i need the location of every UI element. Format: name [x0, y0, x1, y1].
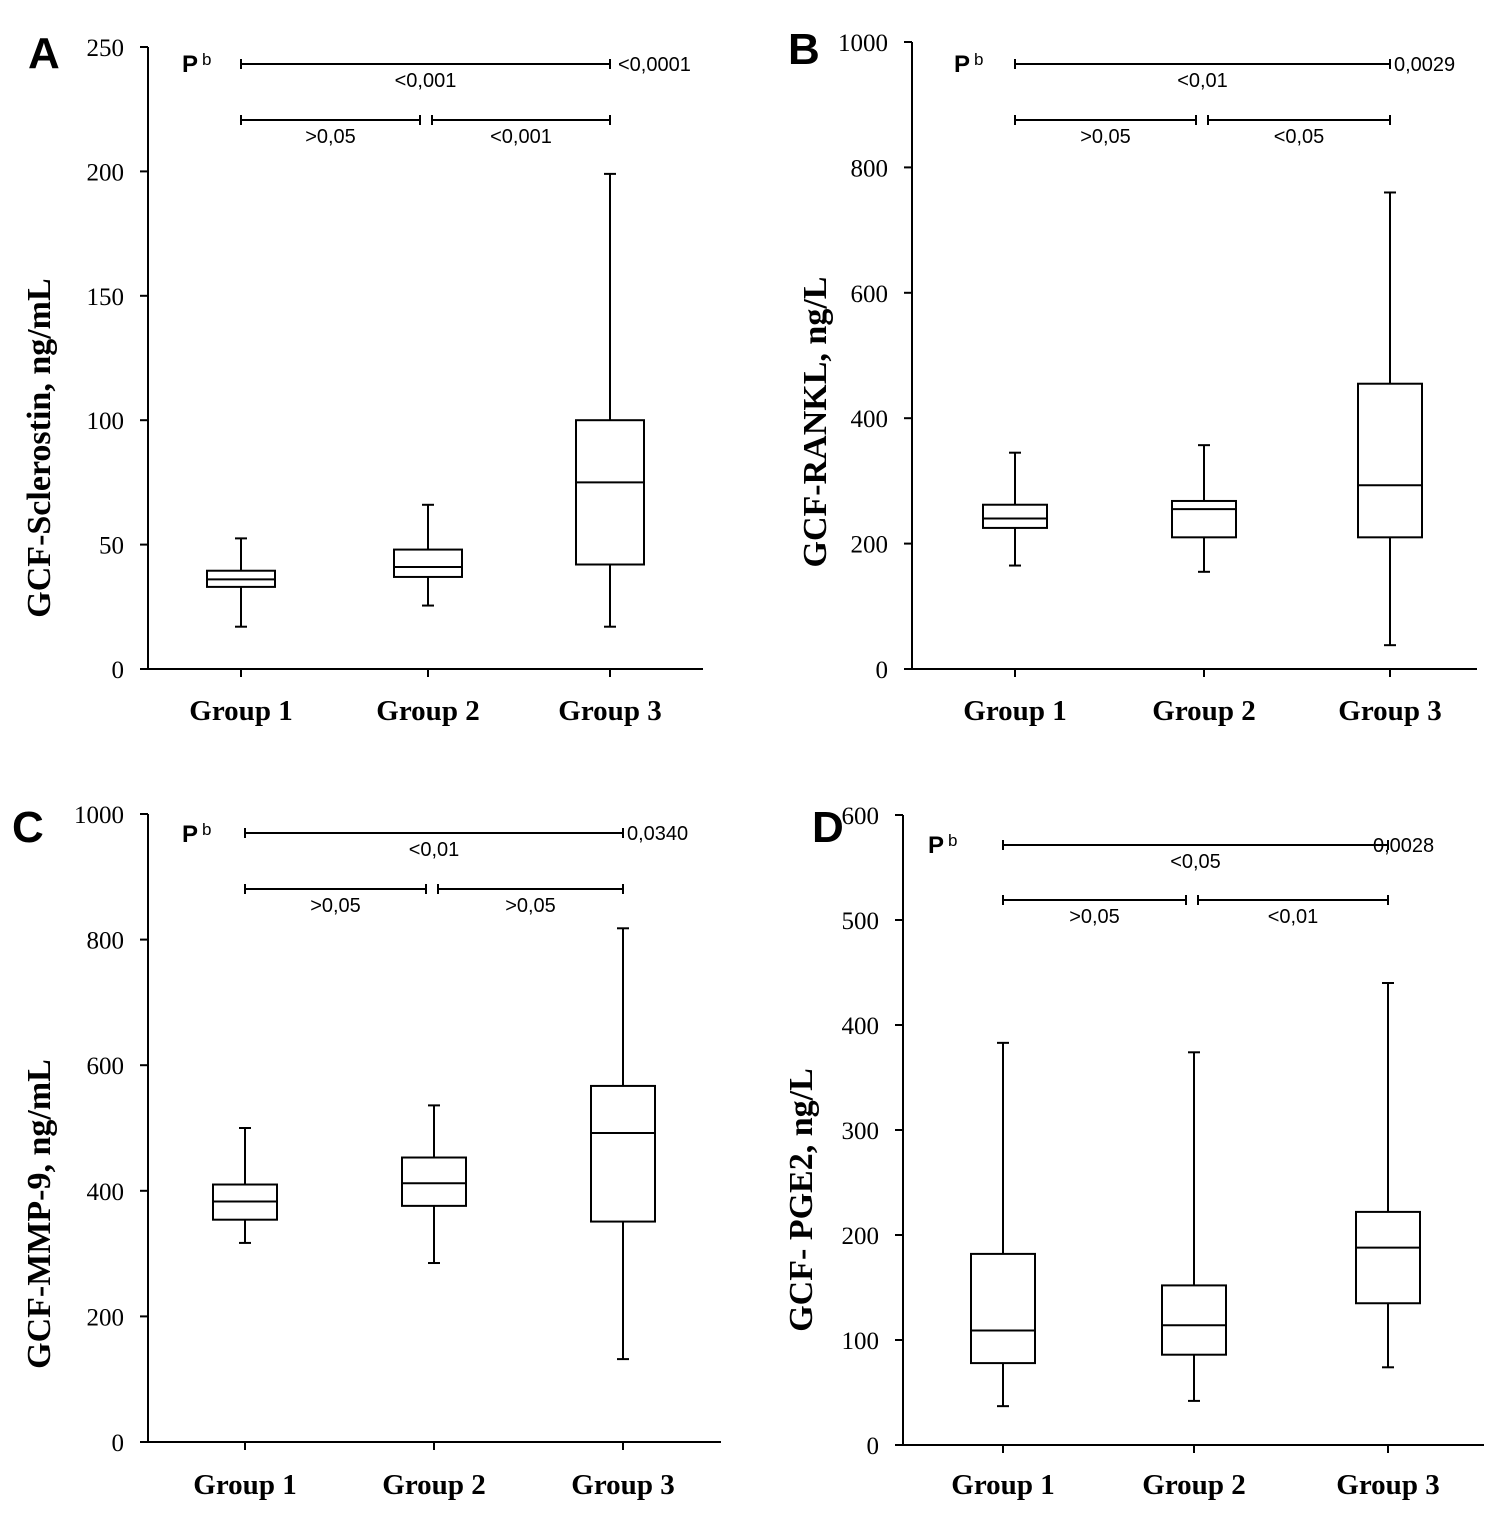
comparison-p-value: <0,01 — [1177, 70, 1228, 92]
x-category-label: Group 1 — [951, 1469, 1054, 1501]
box-3 — [1355, 982, 1421, 1369]
iqr-box — [1357, 382, 1423, 539]
box-2 — [393, 503, 463, 607]
x-category-label: Group 3 — [1338, 695, 1441, 727]
x-category-label: Group 2 — [382, 1469, 485, 1501]
comparison-p-value: <0,001 — [395, 70, 457, 92]
y-tick-label: 0 — [112, 657, 125, 684]
box-3 — [1357, 191, 1423, 647]
panel-letter: C — [12, 803, 44, 852]
y-tick-label: 200 — [842, 1223, 880, 1250]
y-tick-label: 0 — [876, 657, 889, 684]
x-category-label: Group 3 — [571, 1469, 674, 1501]
y-axis-title: GCF-MMP-9, ng/mL — [21, 1059, 58, 1369]
y-tick-label: 200 — [851, 532, 889, 559]
y-tick-label: 100 — [87, 408, 125, 435]
y-tick-label: 800 — [851, 155, 889, 182]
iqr-box — [401, 1156, 467, 1207]
comparison-p-value: <0,05 — [1274, 126, 1325, 148]
panel-letter: B — [788, 25, 820, 74]
y-tick-label: 400 — [842, 1013, 880, 1040]
x-category-label: Group 3 — [558, 695, 661, 727]
box-2 — [401, 1104, 467, 1265]
y-tick-label: 0 — [112, 1430, 125, 1457]
panel-a: A 0 50 100 150 200 250 GCF-Sclerostin, ng/mL Gro… — [21, 29, 703, 727]
iqr-box — [575, 419, 645, 566]
y-tick-label: 200 — [87, 159, 125, 186]
y-tick-label: 400 — [87, 1179, 125, 1206]
box-1 — [212, 1127, 278, 1244]
y-tick-label: 100 — [842, 1328, 880, 1355]
panel-d: D 0 100 200 300 400 500 600 GCF- PGE2, ng/L Group… — [783, 803, 1484, 1501]
comparison-p-value: >0,05 — [1080, 126, 1131, 148]
panel-b: B 0 200 400 600 800 1000 GCF-RANKL, ng/L Group 1… — [788, 25, 1477, 727]
x-category-label: Group 1 — [189, 695, 292, 727]
comparison-p-value: >0,05 — [310, 895, 361, 917]
box-2 — [1161, 1051, 1227, 1402]
x-category-label: Group 1 — [963, 695, 1066, 727]
y-tick-label: 400 — [851, 406, 889, 433]
overall-p-value: <0,0001 — [618, 54, 691, 76]
y-axis-title: GCF-Sclerostin, ng/mL — [21, 278, 58, 617]
comparison-p-value: >0,05 — [505, 895, 556, 917]
comparison-p-value: <0,05 — [1170, 851, 1221, 873]
y-tick-label: 150 — [87, 284, 125, 311]
box-1 — [970, 1041, 1036, 1408]
comparison-p-value: <0,001 — [490, 126, 552, 148]
y-tick-label: 600 — [842, 803, 880, 830]
x-category-label: Group 3 — [1336, 1469, 1439, 1501]
y-tick-label: 1000 — [74, 802, 124, 829]
x-category-label: Group 1 — [193, 1469, 296, 1501]
iqr-box — [1161, 1284, 1227, 1356]
iqr-box — [982, 503, 1048, 529]
y-tick-label: 500 — [842, 908, 880, 935]
p-header: P — [928, 832, 944, 859]
y-axis-title: GCF-RANKL, ng/L — [797, 277, 834, 568]
comparison-p-value: >0,05 — [1069, 906, 1120, 928]
y-axis-title: GCF- PGE2, ng/L — [783, 1068, 820, 1332]
box-3 — [575, 172, 645, 628]
p-header-superscript: b — [974, 50, 983, 69]
y-tick-label: 50 — [99, 533, 124, 560]
comparison-p-value: >0,05 — [305, 126, 356, 148]
overall-p-value: 0,0028 — [1373, 835, 1434, 857]
y-tick-label: 600 — [851, 281, 889, 308]
panel-c: C 0 200 400 600 800 1000 GCF-MMP-9, ng/mL Group … — [12, 802, 721, 1501]
box-2 — [1171, 444, 1237, 573]
p-header-superscript: b — [948, 831, 957, 850]
iqr-box — [1171, 499, 1237, 539]
box-1 — [206, 537, 276, 628]
p-header: P — [954, 51, 970, 78]
y-tick-label: 200 — [87, 1304, 125, 1331]
comparison-p-value: <0,01 — [1268, 906, 1319, 928]
y-tick-label: 300 — [842, 1118, 880, 1145]
iqr-box — [970, 1252, 1036, 1365]
x-category-label: Group 2 — [1142, 1469, 1245, 1501]
x-category-label: Group 2 — [1152, 695, 1255, 727]
y-tick-label: 800 — [87, 928, 125, 955]
y-tick-label: 250 — [87, 35, 125, 62]
comparison-p-value: <0,01 — [409, 839, 460, 861]
iqr-box — [1355, 1210, 1421, 1305]
panel-letter: D — [812, 803, 844, 852]
y-tick-label: 0 — [867, 1433, 880, 1460]
p-header: P — [182, 51, 198, 78]
y-tick-label: 600 — [87, 1053, 125, 1080]
overall-p-value: 0,0340 — [627, 823, 688, 845]
p-header-superscript: b — [202, 820, 211, 839]
box-3 — [590, 927, 656, 1361]
iqr-box — [590, 1084, 656, 1223]
p-header-superscript: b — [202, 50, 211, 69]
p-header: P — [182, 821, 198, 848]
box-1 — [982, 451, 1048, 567]
x-category-label: Group 2 — [376, 695, 479, 727]
overall-p-value: 0,0029 — [1394, 54, 1455, 76]
iqr-box — [393, 548, 463, 578]
y-tick-label: 1000 — [838, 30, 888, 57]
panel-letter: A — [28, 29, 60, 78]
